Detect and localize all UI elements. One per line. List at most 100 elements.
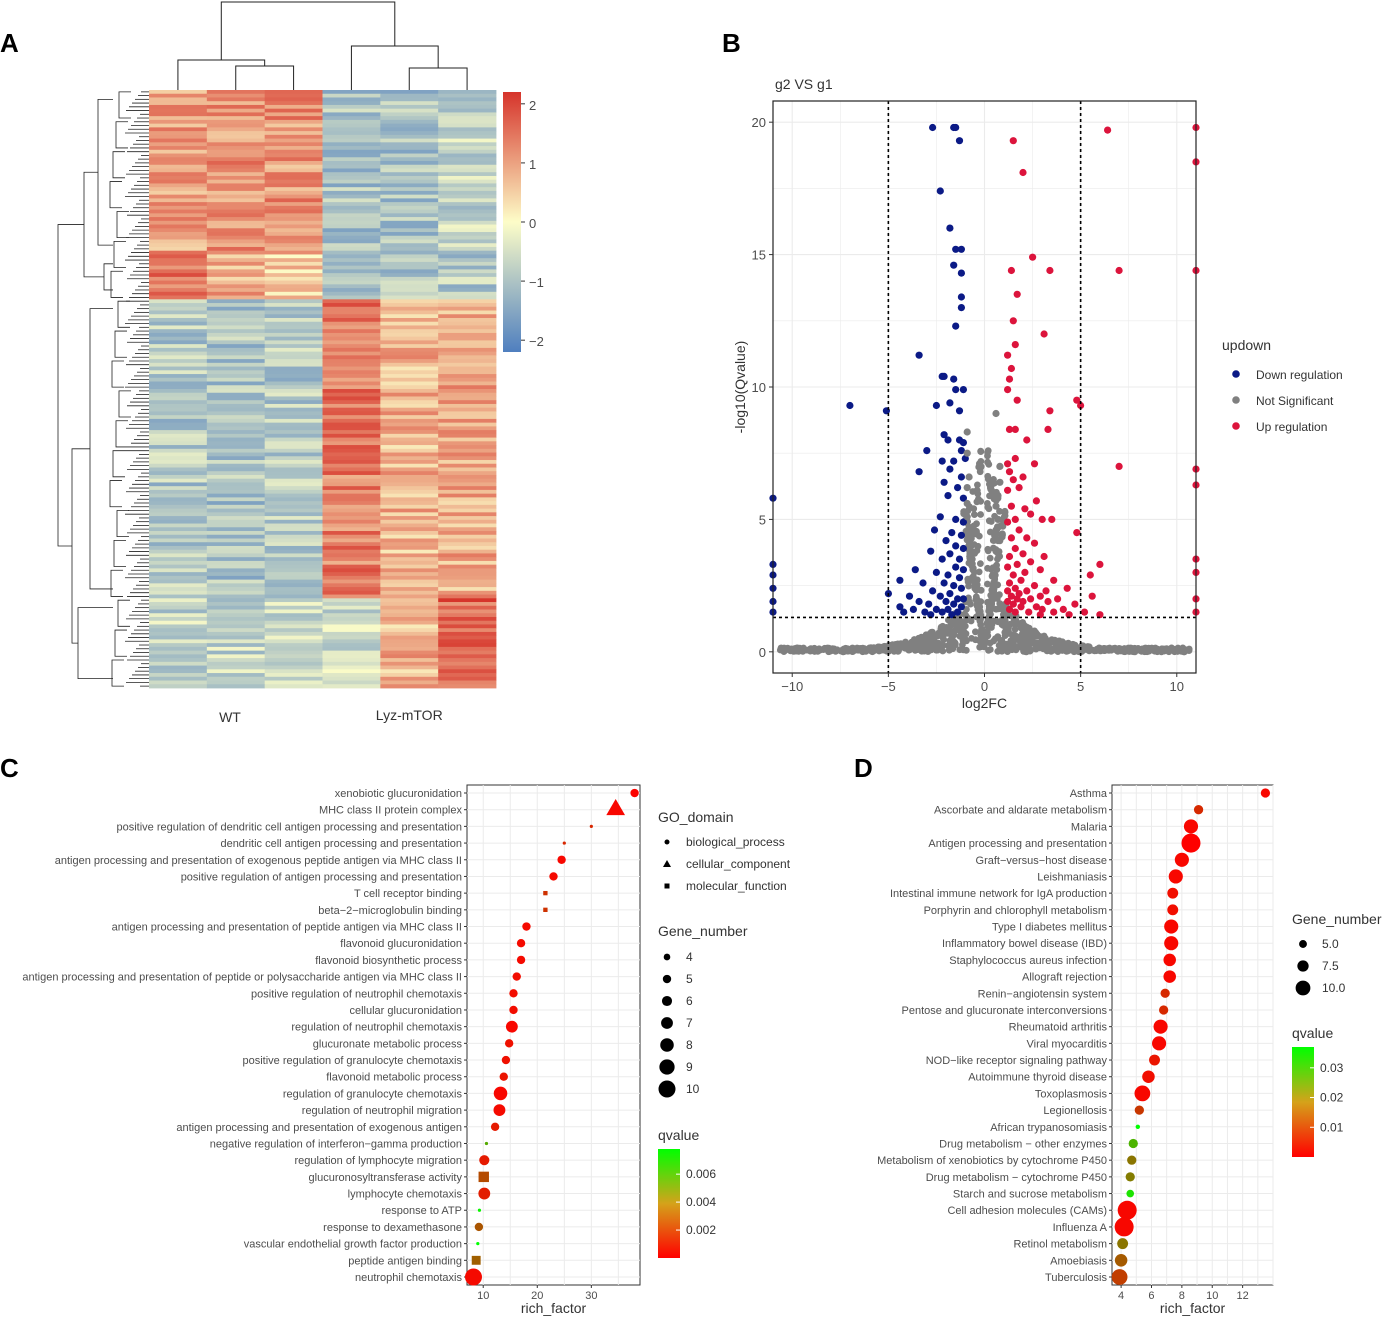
plot-area [1111, 784, 1274, 1286]
heatmap-cell [149, 265, 208, 270]
heatmap-cell [264, 684, 323, 689]
colorbar-tick-label: 0 [529, 216, 536, 231]
heatmap-cell [438, 482, 497, 487]
heatmap-cell [206, 426, 266, 431]
y-tick-label: 20 [752, 115, 766, 130]
heatmap-cell [322, 93, 381, 98]
heatmap-cell [380, 605, 439, 610]
data-point [1260, 788, 1271, 798]
data-point [1038, 515, 1046, 524]
heatmap-cell [322, 658, 381, 663]
heatmap-cell [438, 228, 497, 233]
heatmap-cell [322, 575, 381, 581]
heatmap-cell [380, 235, 439, 240]
data-point-not-significant [974, 490, 982, 498]
heatmap-cell [322, 534, 381, 539]
data-point-not-significant [937, 641, 945, 649]
heatmap-cell [206, 545, 266, 551]
heatmap-cell [264, 396, 323, 401]
heatmap-cell [380, 493, 439, 498]
heatmap-cell [322, 665, 381, 670]
heatmap-cell [438, 265, 497, 270]
term-label: Malaria [1071, 821, 1108, 833]
heatmap-cell [322, 523, 381, 528]
heatmap-cell [149, 381, 208, 386]
data-point [509, 989, 518, 998]
heatmap-cell [438, 90, 497, 95]
heatmap-cell [322, 426, 381, 431]
heatmap-cell [149, 332, 208, 338]
heatmap-cell [206, 97, 266, 102]
term-label: beta−2−microglobulin binding [318, 905, 462, 917]
heatmap-cell [438, 635, 497, 640]
data-point [1015, 526, 1023, 534]
heatmap-cell [322, 594, 381, 599]
heatmap-cell [264, 568, 323, 573]
data-point-not-significant [793, 647, 800, 655]
heatmap-cell [264, 127, 323, 132]
heatmap-cell [149, 519, 208, 524]
heatmap-cell [380, 501, 439, 506]
heatmap-cell [438, 205, 497, 210]
heatmap-cell [322, 149, 381, 154]
heatmap-cell [380, 635, 439, 640]
heatmap-cell [380, 422, 439, 427]
heatmap-cell [322, 366, 381, 371]
legend-title-gene-number: Gene_number [658, 923, 748, 939]
heatmap-cell [264, 108, 323, 113]
heatmap-cell [264, 598, 323, 603]
heatmap-cell [322, 445, 381, 450]
heatmap-cell [264, 228, 323, 233]
heatmap-cell [206, 654, 266, 659]
data-point [1096, 611, 1104, 619]
heatmap-cell [380, 598, 439, 603]
heatmap-cell [206, 131, 266, 136]
heatmap-cell [149, 232, 208, 237]
heatmap-cell [206, 366, 266, 371]
heatmap-cell [149, 523, 208, 528]
term-label: lymphocyte chemotaxis [348, 1189, 463, 1201]
heatmap-cell [264, 213, 323, 218]
heatmap-cell [322, 542, 381, 547]
heatmap-cell [322, 97, 381, 102]
heatmap-cell [264, 467, 323, 472]
data-point [1007, 266, 1016, 275]
heatmap-cell [206, 471, 266, 476]
heatmap-cell [322, 217, 381, 222]
heatmap-cell [380, 149, 439, 154]
data-point [932, 605, 941, 614]
data-point [942, 537, 950, 545]
heatmap-cell [206, 164, 266, 169]
heatmap-cell [380, 534, 439, 539]
heatmap-cell [206, 303, 266, 308]
heatmap-cell [438, 594, 497, 599]
heatmap-cell [149, 161, 208, 166]
data-point-not-significant [1008, 646, 1016, 654]
heatmap-cell [438, 187, 497, 192]
data-point [1023, 534, 1031, 542]
data-point [1013, 290, 1021, 298]
x-tick-label: 0 [981, 679, 988, 694]
heatmap-cell [438, 377, 497, 382]
heatmap-cell [206, 258, 266, 263]
heatmap-cell [322, 545, 381, 551]
heatmap-cell [264, 269, 323, 274]
heatmap-cell [438, 112, 497, 117]
heatmap-cell [206, 527, 266, 532]
data-point-not-significant [953, 626, 961, 634]
heatmap-cell [438, 489, 497, 495]
heatmap-cell [149, 665, 208, 670]
heatmap-cell [380, 460, 439, 465]
heatmap-cell [264, 306, 323, 311]
data-point-not-significant [971, 577, 978, 584]
heatmap-cell [149, 587, 208, 592]
heatmap-cell [322, 291, 381, 296]
x-tick-label: 10 [1170, 679, 1184, 694]
heatmap-cell [322, 430, 381, 435]
data-point-not-significant [959, 646, 967, 654]
data-point [959, 518, 968, 526]
heatmap-cell [149, 134, 208, 139]
heatmap-cell [149, 497, 208, 502]
heatmap-cell [149, 407, 208, 412]
heatmap-cell [264, 445, 323, 450]
